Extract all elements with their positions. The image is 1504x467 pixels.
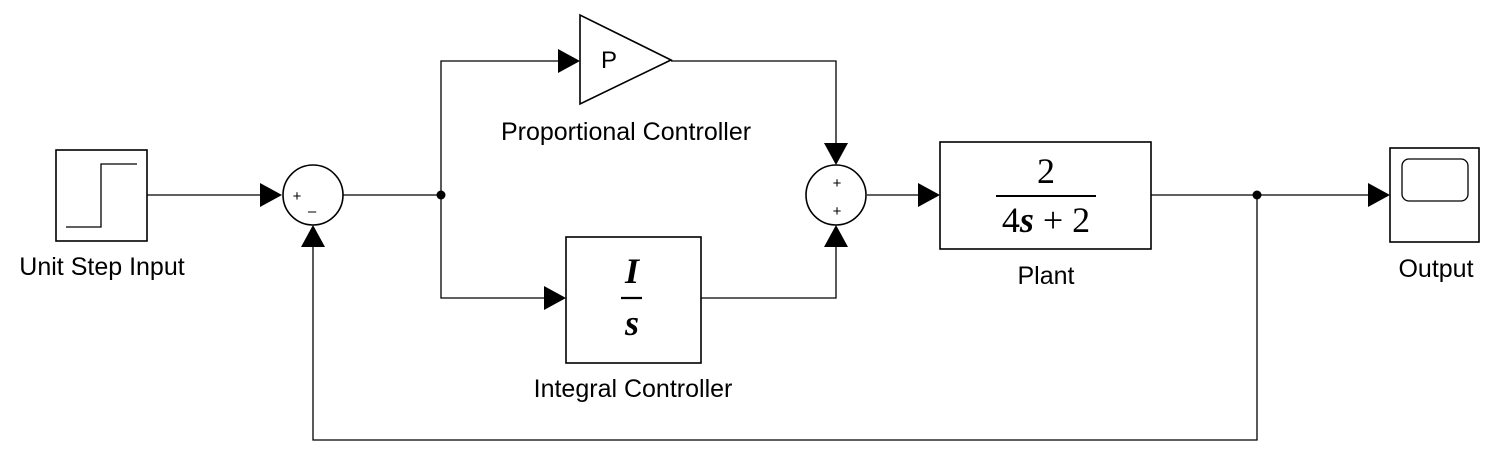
wire-integral-to-sum2 xyxy=(701,242,837,299)
scope-screen-icon xyxy=(1401,158,1469,202)
integral-denominator: s xyxy=(624,303,639,343)
sum1-sign-minus: – xyxy=(308,203,317,220)
sum2-sign-bottom: + xyxy=(833,203,842,220)
sum-junction-error[interactable]: + – xyxy=(282,164,344,226)
integral-controller-label: Integral Controller xyxy=(534,375,733,403)
signal-lines xyxy=(147,60,1372,441)
branch-point-controller xyxy=(436,190,446,200)
arrow-into-sum1 xyxy=(260,183,282,207)
arrow-into-integral xyxy=(544,286,566,310)
unit-step-label: Unit Step Input xyxy=(19,253,184,281)
proportional-controller-label: Proportional Controller xyxy=(501,118,751,146)
plant-label: Plant xyxy=(1018,262,1075,290)
unit-step-block[interactable] xyxy=(55,149,148,242)
arrow-into-gain xyxy=(558,49,580,73)
plant-denominator-var: s xyxy=(1019,200,1034,240)
plant-denominator-rest: + 2 xyxy=(1034,200,1090,240)
wire-gain-to-sum2 xyxy=(671,60,837,150)
wire-feedback xyxy=(312,195,1258,441)
plant-denominator: 4s + 2 xyxy=(1002,200,1090,240)
arrow-into-plant xyxy=(918,183,940,207)
branch-point-feedback xyxy=(1252,190,1262,200)
plant-denominator-coef: 4 xyxy=(1002,200,1020,240)
integral-numerator: I xyxy=(624,251,641,291)
sum1-sign-plus: + xyxy=(293,188,302,205)
sum2-sign-top: + xyxy=(833,175,842,192)
arrow-into-sum1-feedback xyxy=(301,225,325,247)
step-icon xyxy=(66,163,137,228)
arrow-into-sum2-bottom xyxy=(824,225,848,247)
plant-numerator: 2 xyxy=(1037,151,1055,191)
output-label: Output xyxy=(1398,255,1473,283)
gain-symbol: P xyxy=(601,47,617,74)
arrowheads xyxy=(260,49,1390,310)
wire-branch-to-integral xyxy=(440,195,548,299)
integral-controller-block[interactable]: I s xyxy=(565,236,702,364)
arrow-into-output xyxy=(1368,183,1390,207)
sum-junction-controller[interactable]: + + xyxy=(805,164,867,226)
plant-block[interactable]: 2 4s + 2 xyxy=(939,141,1152,250)
proportional-gain-block[interactable]: P xyxy=(579,13,673,106)
output-scope-block[interactable] xyxy=(1389,147,1480,243)
wire-branch-to-gain xyxy=(440,60,566,195)
arrow-into-sum2-top xyxy=(824,143,848,165)
